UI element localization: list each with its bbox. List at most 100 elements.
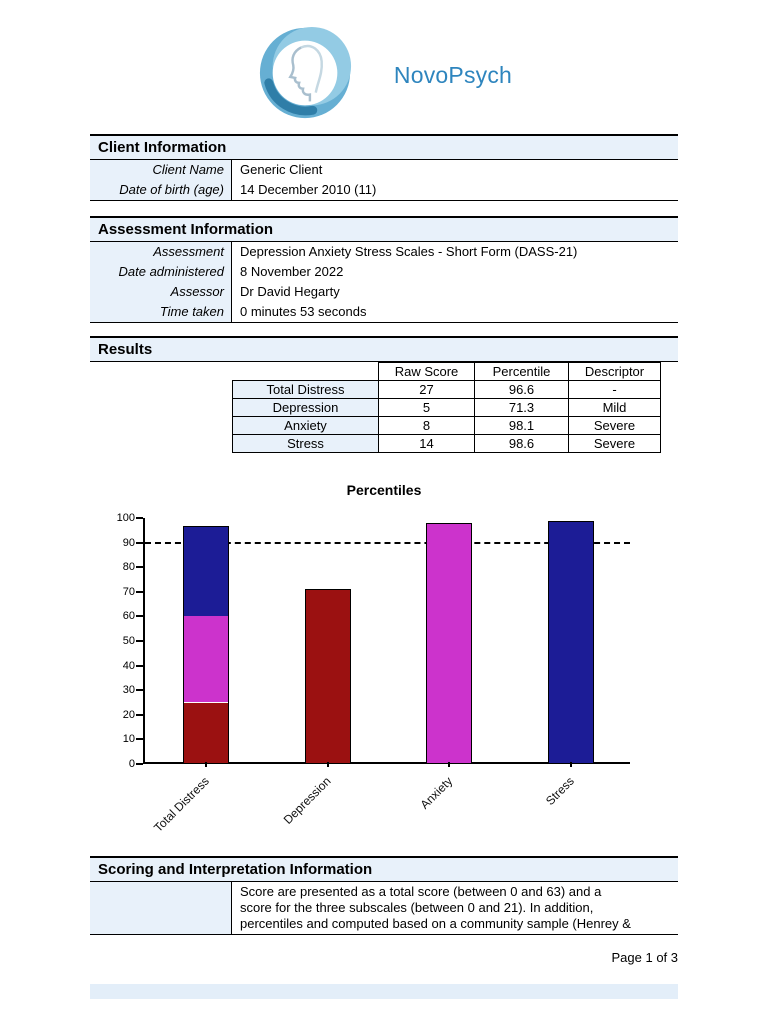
bar-segment — [182, 702, 229, 764]
y-tick-mark — [136, 640, 143, 642]
chart-title: Percentiles — [346, 482, 422, 498]
table-row: Anxiety 8 98.1 Severe — [232, 416, 661, 435]
y-tick-label: 50 — [122, 635, 135, 647]
descriptor-value: Severe — [568, 434, 661, 453]
y-tick-label: 60 — [122, 610, 135, 623]
scoring-empty-label — [90, 882, 232, 934]
percentile-value: 71.3 — [474, 398, 569, 417]
scoring-text-line: score for the three subscales (between 0… — [240, 900, 594, 915]
y-tick-mark — [136, 566, 143, 569]
chart-x-label: Stress — [543, 774, 578, 808]
brand-name: NovoPsych — [393, 62, 513, 88]
field-label: Date administered — [90, 262, 232, 282]
raw-score-value: 27 — [378, 380, 475, 399]
info-row: Assessment Depression Anxiety Stress Sca… — [90, 242, 678, 262]
y-tick-mark — [136, 541, 143, 544]
chart-x-label: Total Distress — [150, 774, 212, 835]
novopsych-logo-icon — [256, 24, 354, 127]
results-table: Raw Score Percentile Descriptor Total Di… — [232, 362, 661, 453]
y-tick-mark — [136, 615, 143, 618]
table-row: Stress 14 98.6 Severe — [232, 434, 661, 453]
bar-segment — [182, 526, 229, 617]
percentile-value: 96.6 — [474, 380, 569, 399]
page-number-label: Page 1 of 3 — [611, 950, 679, 965]
bar-outline — [548, 521, 595, 764]
percentiles-chart: Percentiles 0 10 20 30 40 50 60 70 80 90 100 Total … — [90, 480, 678, 848]
scale-name: Depression — [232, 398, 379, 417]
y-tick-label: 40 — [122, 659, 135, 672]
reference-line-90 — [145, 541, 630, 544]
info-row: Client Name Generic Client — [90, 160, 678, 180]
y-tick-label: 80 — [122, 561, 135, 574]
scale-name: Stress — [232, 434, 379, 453]
info-row: Date administered 8 November 2022 — [90, 262, 678, 282]
field-value: 8 November 2022 — [240, 264, 344, 279]
table-header-row: Raw Score Percentile Descriptor — [233, 362, 661, 381]
scale-name: Anxiety — [232, 416, 379, 435]
x-tick-mark — [326, 762, 329, 767]
footer-bar — [90, 984, 678, 999]
x-tick-mark — [204, 762, 207, 767]
col-header-descriptor: Descriptor — [568, 362, 661, 381]
field-value: 14 December 2010 (11) — [240, 182, 377, 197]
y-tick-label: 20 — [122, 708, 135, 721]
percentile-value: 98.6 — [474, 434, 569, 453]
y-tick-mark — [136, 763, 143, 765]
bar-segment — [426, 522, 473, 764]
table-row: Total Distress 27 96.6 - — [232, 380, 661, 399]
field-label: Client Name — [90, 160, 232, 180]
bar-outline — [426, 522, 473, 764]
table-row: Depression 5 71.3 Mild — [232, 398, 661, 417]
field-label: Assessor — [90, 282, 232, 302]
y-tick-label: 90 — [122, 536, 135, 549]
raw-score-value: 14 — [378, 434, 475, 453]
field-label: Assessment — [90, 242, 232, 262]
scoring-text: Score are presented as a total score (be… — [232, 882, 678, 934]
bar-segment — [304, 588, 351, 764]
chart-plot: 0 10 20 30 40 50 60 70 80 90 100 Total Distress Depr… — [117, 512, 630, 835]
chart-x-label: Depression — [280, 774, 334, 827]
descriptor-value: Mild — [568, 398, 661, 417]
scoring-row: Score are presented as a total score (be… — [90, 882, 678, 935]
scoring-information-title: Scoring and Interpretation Information — [90, 856, 678, 882]
raw-score-value: 8 — [378, 416, 475, 435]
field-value: Generic Client — [240, 162, 323, 177]
scoring-text-line: Score are presented as a total score (be… — [240, 884, 602, 899]
y-tick-label: 100 — [116, 512, 135, 524]
col-header-raw-score: Raw Score — [378, 362, 475, 381]
bar-outline — [182, 526, 229, 764]
scoring-text-line: percentiles and computed based on a comm… — [240, 916, 631, 931]
y-tick-mark — [136, 590, 143, 593]
bar-segment — [548, 521, 595, 764]
descriptor-value: Severe — [568, 416, 661, 435]
y-tick-mark — [136, 713, 143, 716]
chart-body: 0 10 20 30 40 50 60 70 80 90 100 Total Distress Depr… — [90, 512, 678, 848]
y-tick-mark — [136, 738, 143, 741]
field-value: Depression Anxiety Stress Scales - Short… — [240, 244, 578, 259]
client-information-section: Client Information Client Name Generic C… — [90, 134, 678, 201]
col-header-percentile: Percentile — [474, 362, 569, 381]
results-section: Results Raw Score Percentile Descriptor … — [90, 336, 678, 453]
x-tick-mark — [570, 762, 573, 767]
assessment-information-title: Assessment Information — [90, 216, 678, 242]
client-information-title: Client Information — [90, 134, 678, 160]
y-tick-label: 70 — [122, 585, 135, 598]
y-tick-mark — [136, 517, 143, 519]
header-logo-row: NovoPsych — [0, 24, 768, 127]
bar-outline — [304, 588, 351, 764]
y-tick-mark — [136, 689, 143, 692]
info-row: Date of birth (age) 14 December 2010 (11… — [90, 180, 678, 200]
field-value: Dr David Hegarty — [240, 284, 340, 299]
y-tick-mark — [136, 664, 143, 667]
blank-corner-cell — [233, 363, 379, 381]
results-title: Results — [90, 336, 678, 362]
info-row: Assessor Dr David Hegarty — [90, 282, 678, 302]
raw-score-value: 5 — [378, 398, 475, 417]
info-row: Time taken 0 minutes 53 seconds — [90, 302, 678, 322]
field-label: Time taken — [90, 302, 232, 322]
chart-x-label: Anxiety — [417, 774, 456, 812]
x-tick-mark — [448, 762, 451, 767]
percentile-value: 98.1 — [474, 416, 569, 435]
y-tick-label: 10 — [122, 733, 135, 746]
field-value: 0 minutes 53 seconds — [240, 304, 367, 319]
